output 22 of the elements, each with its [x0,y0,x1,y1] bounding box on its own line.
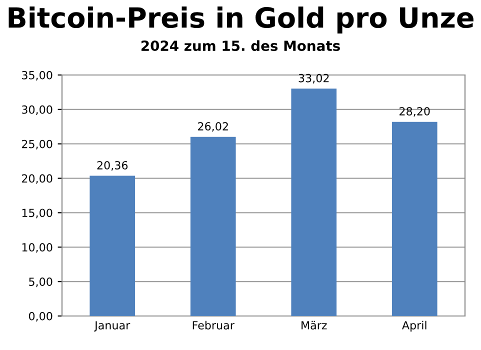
y-tick-label: 5,00 [29,278,52,288]
bar [291,88,337,316]
data-label: 33,02 [298,74,329,84]
x-tick-label: Januar [94,321,130,332]
data-label: 20,36 [97,161,128,171]
bar [90,176,136,316]
x-tick-label: März [302,320,327,330]
data-label: 26,02 [198,122,228,132]
y-tick-label: 0,00 [28,312,52,322]
bar [392,122,438,316]
x-tick-label: Februar [192,320,234,330]
x-tick-label: April [402,320,426,332]
bar [190,136,236,316]
y-tick-label: 35,00 [22,70,52,81]
y-tick-label: 10,00 [22,243,52,253]
y-tick-label: 30,00 [22,105,52,115]
y-tick-label: 20,00 [22,174,52,184]
chart-title: Bitcoin-Preis in Gold pro Unze [8,6,474,34]
data-label: 28,20 [400,107,430,117]
y-tick-label: 25,00 [22,140,52,150]
chart-subtitle: 2024 zum 15. des Monats [142,40,340,52]
y-tick-label: 15,00 [22,208,52,218]
